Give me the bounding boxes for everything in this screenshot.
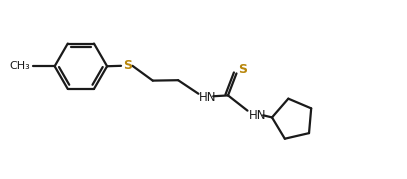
Text: S: S bbox=[123, 59, 132, 72]
Text: S: S bbox=[239, 63, 247, 76]
Text: HN: HN bbox=[199, 91, 217, 104]
Text: HN: HN bbox=[249, 109, 267, 122]
Text: CH₃: CH₃ bbox=[10, 61, 31, 71]
